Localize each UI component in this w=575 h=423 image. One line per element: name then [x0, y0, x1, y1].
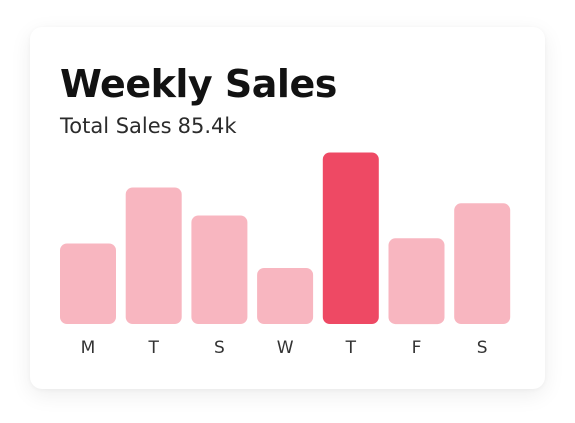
total-sales-label: Total Sales	[60, 114, 172, 138]
total-sales-line: Total Sales 85.4k	[60, 113, 237, 139]
bar-4	[257, 268, 314, 324]
bar-7	[454, 203, 511, 324]
bar-3	[191, 215, 248, 324]
bars-group	[60, 152, 511, 325]
total-sales-value: 85.4k	[177, 114, 237, 138]
day-label-7: S	[477, 338, 488, 358]
weekly-sales-card: Weekly Sales Total Sales 85.4k M T S W T F S	[30, 27, 545, 389]
day-label-6: F	[412, 338, 422, 358]
bar-1	[60, 243, 116, 324]
card-title: Weekly Sales	[60, 62, 337, 106]
day-label-5: T	[345, 338, 357, 358]
day-label-3: S	[214, 338, 225, 358]
bar-2	[125, 187, 182, 324]
day-label-4: W	[277, 338, 294, 358]
bar-5	[322, 152, 379, 324]
bar-6	[388, 238, 445, 325]
day-label-2: T	[148, 338, 160, 358]
day-label-1: M	[81, 338, 96, 358]
